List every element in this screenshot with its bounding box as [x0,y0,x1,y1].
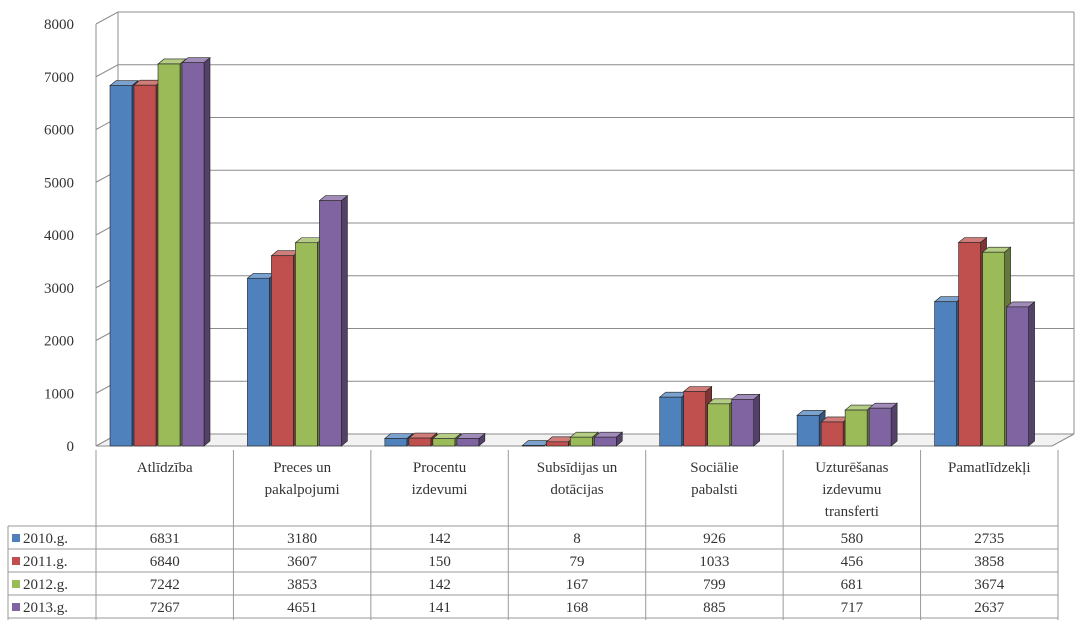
legend-key [12,534,20,542]
table-cell: 2637 [974,600,1005,616]
table-cell: 167 [566,577,589,593]
table-cell: 142 [428,531,451,547]
y-tick-label: 1000 [44,386,74,402]
table-cell: 150 [428,554,451,570]
legend-key [12,603,20,611]
legend-label: 2011.g. [23,554,67,570]
table-cell: 79 [570,554,585,570]
bar [109,80,139,447]
table-cell: 4651 [287,600,317,616]
category-label: Atlīdzība [137,460,193,476]
table-cell: 168 [566,600,589,616]
category-label: dotācijas [550,482,603,498]
legend-label: 2010.g. [23,531,68,547]
category-label: izdevumu [822,482,882,498]
table-cell: 456 [841,554,864,570]
category-label: Pamatlīdzekļi [948,460,1030,476]
table-cell: 1033 [699,554,729,570]
table-cell: 142 [428,577,451,593]
y-tick-label: 0 [67,439,75,455]
y-tick-label: 7000 [44,70,74,86]
table-cell: 3858 [974,554,1004,570]
category-label: Sociālie [690,460,739,476]
legend-key [12,580,20,588]
table-cell: 885 [703,600,726,616]
y-tick-label: 2000 [44,334,74,350]
category-label: pabalsti [691,482,738,498]
bar [318,195,349,447]
bar [730,393,761,447]
y-tick-label: 8000 [44,17,74,33]
category-label: pakalpojumi [265,482,340,498]
bar [593,431,624,447]
bar [1005,301,1036,447]
table-cell: 141 [428,600,451,616]
y-tick-label: 5000 [44,175,74,191]
data-table: Atlīdzība Preces un pakalpojumi Procentu izd… [7,450,1059,620]
table-cell: 799 [703,577,726,593]
table-cell: 580 [841,531,864,547]
bars-layer [109,57,1036,447]
table-cell: 2735 [974,531,1004,547]
bar [181,57,211,447]
table-cell: 926 [703,531,726,547]
table-cell: 7267 [150,600,181,616]
bar [658,391,689,447]
table-cell: 7242 [150,577,180,593]
legend-label: 2012.g. [23,577,68,593]
grid-layer [95,11,1075,447]
category-label: Uzturēšanas [815,460,888,476]
table-cell: 6831 [150,531,180,547]
table-cell: 3853 [287,577,317,593]
category-label: Preces un [273,460,331,476]
y-tick-label: 3000 [44,281,74,297]
bar [957,236,988,447]
category-label: Procentu [413,460,467,476]
legend-label: 2013.g. [23,600,68,616]
bar [456,432,486,447]
table-cell: 8 [573,531,581,547]
category-label: transferti [825,504,879,520]
table-cell: 6840 [150,554,180,570]
table-cell: 3180 [287,531,317,547]
table-cell: 717 [841,600,864,616]
axis-layer: 0 1000 2000 3000 4000 5000 6000 7000 8000 [44,17,74,455]
table-cell: 3607 [287,554,318,570]
category-label: Subsīdijas un [537,460,618,476]
category-label: izdevumi [412,482,468,498]
legend-key [12,557,20,565]
table-cell: 681 [841,577,864,593]
table-cell: 3674 [974,577,1005,593]
bar [868,402,898,447]
y-tick-label: 4000 [44,228,74,244]
y-tick-label: 6000 [44,123,74,139]
